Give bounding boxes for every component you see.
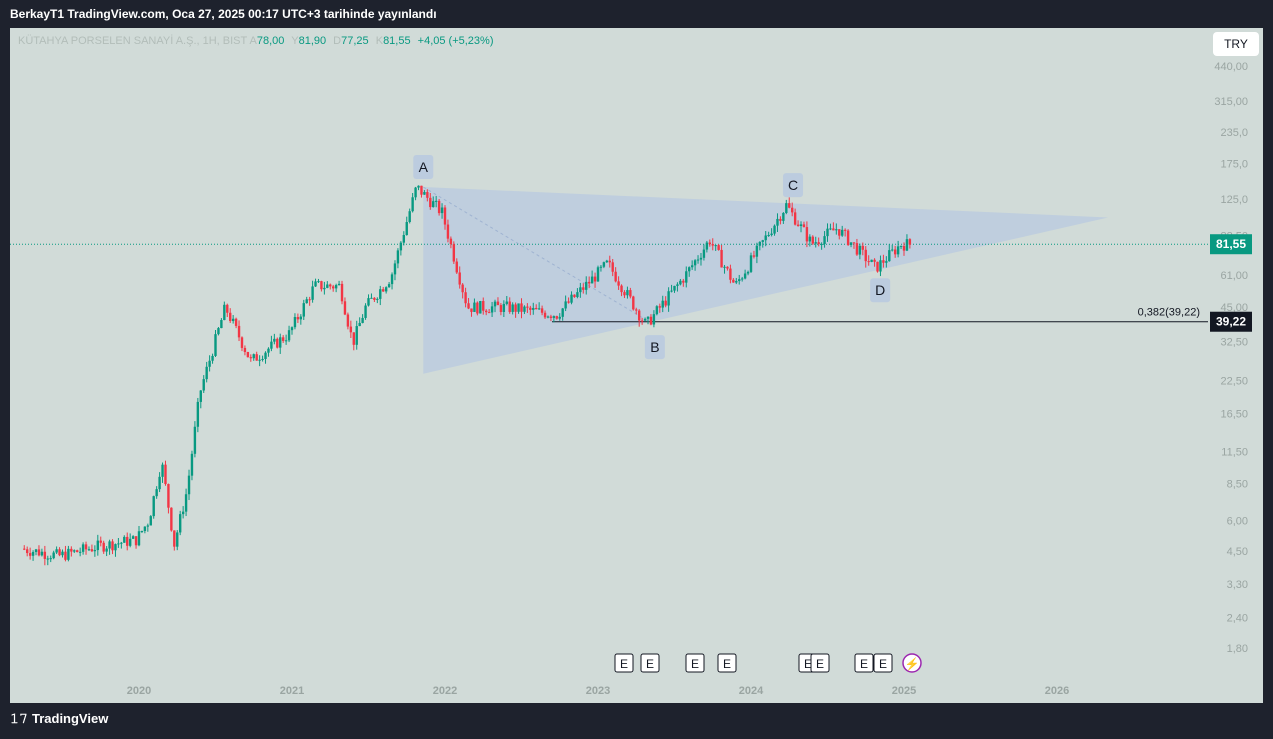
footer: 𝟷𝟽 TradingView: [10, 710, 108, 727]
high-value: 81,90: [298, 35, 327, 47]
close-label: K: [375, 35, 384, 47]
high-label: Y: [291, 35, 299, 47]
open-label: A: [249, 35, 257, 47]
currency-button[interactable]: TRY: [1213, 32, 1259, 56]
open-value: 78,00: [256, 35, 285, 47]
brand-name: TradingView: [31, 711, 109, 726]
symbol-name: KÜTAHYA PORSELEN SANAYİ A.Ş., 1H, BIST: [18, 35, 248, 47]
ohlc-legend: KÜTAHYA PORSELEN SANAYİ A.Ş., 1H, BIST A…: [18, 35, 498, 47]
chart-frame[interactable]: KÜTAHYA PORSELEN SANAYİ A.Ş., 1H, BIST A…: [10, 28, 1263, 703]
low-label: D: [333, 35, 342, 47]
publish-line: BerkayT1 TradingView.com, Oca 27, 2025 0…: [10, 7, 437, 21]
tv-logo-icon: 𝟷𝟽: [10, 710, 28, 726]
change-value: +4,05 (+5,23%): [417, 35, 494, 47]
close-value: 81,55: [383, 35, 411, 47]
low-value: 77,25: [341, 35, 369, 47]
